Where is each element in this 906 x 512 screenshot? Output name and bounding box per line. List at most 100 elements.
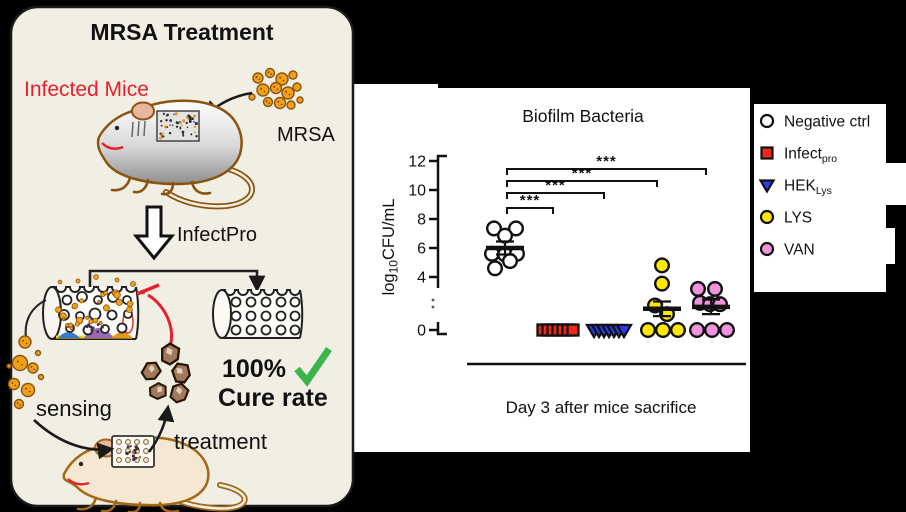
bacterium-speck bbox=[30, 366, 33, 368]
data-point-circle bbox=[670, 322, 687, 339]
crystal-highlight bbox=[176, 367, 183, 374]
speckle-dot bbox=[174, 112, 178, 116]
implant-patch-bacteria-speckles bbox=[159, 112, 198, 140]
bacterium-dot bbox=[130, 281, 136, 287]
crystal bbox=[170, 362, 191, 384]
speckle-dot bbox=[182, 119, 186, 123]
crystal-highlight bbox=[166, 347, 173, 356]
pore-circle bbox=[106, 309, 118, 321]
bacterium-speck bbox=[11, 382, 14, 384]
pore-circle bbox=[275, 310, 287, 322]
cylinder-end-cap bbox=[212, 289, 232, 339]
crystal-highlight bbox=[157, 386, 162, 393]
bacterium-dot bbox=[57, 279, 63, 285]
speckle-dot bbox=[162, 134, 165, 137]
y-axis-line bbox=[436, 154, 447, 288]
biofilm-blue-mound bbox=[58, 332, 80, 338]
pore-circle bbox=[260, 296, 272, 308]
speckle-dot bbox=[193, 125, 197, 128]
significance-bracket bbox=[506, 192, 605, 199]
dark-bacterium-dot bbox=[96, 330, 100, 334]
panel-background bbox=[9, 5, 355, 508]
bacterium-speck bbox=[260, 87, 263, 90]
patch-orange-dot bbox=[138, 455, 142, 459]
speckle-dot bbox=[164, 125, 168, 129]
speckle-dot bbox=[190, 133, 193, 136]
cylinder-edges bbox=[222, 289, 304, 339]
patch-pore bbox=[143, 448, 149, 454]
speckle-dot bbox=[175, 121, 178, 124]
speckle-dot bbox=[169, 119, 173, 122]
bacterium-dot bbox=[92, 317, 99, 324]
bacterium-speck bbox=[16, 360, 19, 363]
bacterium-dot bbox=[269, 81, 283, 95]
pore-circle bbox=[245, 310, 257, 322]
mouse-legs bbox=[110, 176, 212, 196]
bacterium-dot bbox=[114, 277, 120, 283]
patch-dark-dot bbox=[129, 445, 132, 448]
bacterium-speck bbox=[28, 390, 31, 393]
speckle-dot bbox=[193, 114, 196, 118]
biofilm-bacteria-chart: Biofilm Bacteria Day 3 after mice sacrifi… bbox=[380, 106, 870, 417]
bacterium-dot bbox=[6, 363, 12, 369]
patch-pore bbox=[125, 457, 131, 463]
infected-mice-label: Infected Mice bbox=[24, 78, 149, 101]
checkmark-icon bbox=[294, 347, 332, 387]
mouse-whiskers bbox=[131, 120, 146, 138]
legend-marker-circle bbox=[759, 113, 775, 129]
bacterium-dot bbox=[126, 300, 134, 308]
data-point-triangle bbox=[614, 323, 634, 340]
significance-stars: *** bbox=[545, 177, 566, 194]
speckle-dot bbox=[179, 126, 182, 129]
pore-circle bbox=[289, 296, 301, 308]
speckle-dot bbox=[194, 131, 196, 134]
series-infect-pro bbox=[536, 323, 580, 337]
bacterium-dot bbox=[71, 302, 79, 310]
data-point-circle bbox=[502, 253, 519, 270]
sensing-label: sensing bbox=[36, 396, 112, 421]
bacterium-dot bbox=[296, 96, 304, 104]
speckle-dot bbox=[168, 131, 172, 135]
significance-stars: *** bbox=[520, 192, 541, 209]
bacterium-speck bbox=[16, 402, 19, 404]
pore-circle bbox=[230, 296, 242, 308]
legend-panel-step2 bbox=[886, 228, 895, 264]
inhibition-bar bbox=[136, 283, 160, 296]
significance-bracket bbox=[506, 180, 658, 187]
speckle-dot bbox=[179, 127, 182, 130]
bacterium-speck bbox=[277, 101, 280, 103]
patch-dark-dot bbox=[134, 456, 138, 460]
panel-title: MRSA Treatment bbox=[90, 19, 274, 45]
cylinder-scalloped-top bbox=[52, 286, 137, 293]
bacterium-dot bbox=[93, 274, 99, 280]
crystal bbox=[169, 382, 190, 404]
legend-marker-circle bbox=[759, 209, 775, 225]
legend-marker-square bbox=[760, 146, 774, 160]
bacterium-speck bbox=[288, 93, 291, 96]
bacterium-dot bbox=[256, 83, 270, 97]
data-point-circle bbox=[640, 322, 657, 339]
infected-mouse-illustration bbox=[96, 99, 255, 210]
bacterium-speck bbox=[280, 103, 283, 106]
mouse-frown bbox=[101, 142, 124, 151]
pore-circle bbox=[260, 310, 272, 322]
speckle-dot bbox=[189, 116, 192, 119]
bacterium-dot bbox=[262, 96, 274, 108]
chart-legend: Negative ctrl Infectpro HEKLys LYS VAN bbox=[758, 113, 870, 259]
legend-label: Negative ctrl bbox=[784, 114, 870, 131]
patch-dark-dot bbox=[134, 445, 138, 449]
patch-pore bbox=[125, 439, 131, 445]
patch-pore bbox=[116, 448, 122, 454]
clean-scaffold-cylinder bbox=[212, 289, 304, 339]
significance-bracket bbox=[506, 207, 554, 214]
biofilm-scaffold-cylinder bbox=[42, 274, 146, 340]
speckle-dot bbox=[188, 120, 192, 123]
patch-pore bbox=[143, 457, 149, 463]
speckle-dot bbox=[162, 112, 166, 115]
infectpro-label: InfectPro bbox=[177, 224, 257, 246]
series-negative-ctrl bbox=[484, 220, 526, 277]
data-point-circle bbox=[508, 220, 525, 237]
bacterium-speck bbox=[268, 102, 270, 104]
